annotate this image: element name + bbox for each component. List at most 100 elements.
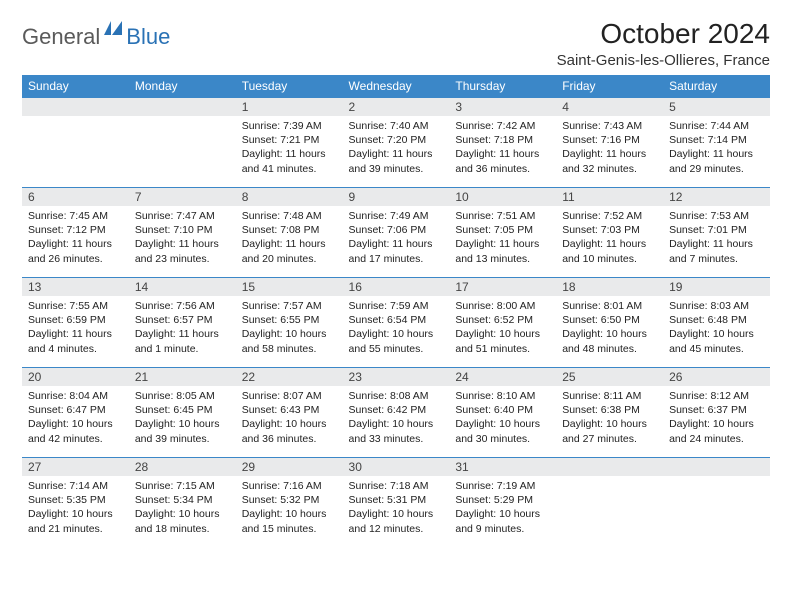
sunrise-text: Sunrise: 8:12 AM — [669, 389, 764, 403]
day-details: Sunrise: 7:57 AMSunset: 6:55 PMDaylight:… — [236, 296, 343, 362]
day-number: 17 — [449, 278, 556, 296]
calendar-day-cell — [22, 98, 129, 188]
day-details: Sunrise: 8:04 AMSunset: 6:47 PMDaylight:… — [22, 386, 129, 452]
day-number: 3 — [449, 98, 556, 116]
brand-name-1: General — [22, 24, 100, 50]
weekday-header: Friday — [556, 75, 663, 98]
sunrise-text: Sunrise: 7:52 AM — [562, 209, 657, 223]
day-details: Sunrise: 7:42 AMSunset: 7:18 PMDaylight:… — [449, 116, 556, 182]
daylight-text: Daylight: 10 hours and 9 minutes. — [455, 507, 550, 535]
calendar-week-row: 13Sunrise: 7:55 AMSunset: 6:59 PMDayligh… — [22, 278, 770, 368]
weekday-header: Saturday — [663, 75, 770, 98]
day-details: Sunrise: 8:11 AMSunset: 6:38 PMDaylight:… — [556, 386, 663, 452]
daylight-text: Daylight: 11 hours and 26 minutes. — [28, 237, 123, 265]
day-details: Sunrise: 8:00 AMSunset: 6:52 PMDaylight:… — [449, 296, 556, 362]
day-details: Sunrise: 8:12 AMSunset: 6:37 PMDaylight:… — [663, 386, 770, 452]
calendar-day-cell: 1Sunrise: 7:39 AMSunset: 7:21 PMDaylight… — [236, 98, 343, 188]
sunset-text: Sunset: 6:45 PM — [135, 403, 230, 417]
daylight-text: Daylight: 10 hours and 58 minutes. — [242, 327, 337, 355]
day-details: Sunrise: 7:53 AMSunset: 7:01 PMDaylight:… — [663, 206, 770, 272]
weekday-header-row: Sunday Monday Tuesday Wednesday Thursday… — [22, 75, 770, 98]
day-number: 29 — [236, 458, 343, 476]
day-number: 2 — [343, 98, 450, 116]
brand-name-2: Blue — [126, 24, 170, 50]
day-number: 9 — [343, 188, 450, 206]
calendar-table: Sunday Monday Tuesday Wednesday Thursday… — [22, 75, 770, 548]
month-title: October 2024 — [557, 18, 770, 50]
weekday-header: Tuesday — [236, 75, 343, 98]
calendar-day-cell: 9Sunrise: 7:49 AMSunset: 7:06 PMDaylight… — [343, 188, 450, 278]
sunset-text: Sunset: 7:05 PM — [455, 223, 550, 237]
calendar-day-cell: 16Sunrise: 7:59 AMSunset: 6:54 PMDayligh… — [343, 278, 450, 368]
day-number: 11 — [556, 188, 663, 206]
calendar-day-cell — [663, 458, 770, 548]
sunrise-text: Sunrise: 7:16 AM — [242, 479, 337, 493]
sunrise-text: Sunrise: 7:55 AM — [28, 299, 123, 313]
calendar-day-cell: 23Sunrise: 8:08 AMSunset: 6:42 PMDayligh… — [343, 368, 450, 458]
day-details: Sunrise: 8:05 AMSunset: 6:45 PMDaylight:… — [129, 386, 236, 452]
day-number: 19 — [663, 278, 770, 296]
daylight-text: Daylight: 11 hours and 20 minutes. — [242, 237, 337, 265]
daylight-text: Daylight: 11 hours and 32 minutes. — [562, 147, 657, 175]
day-details: Sunrise: 7:52 AMSunset: 7:03 PMDaylight:… — [556, 206, 663, 272]
sunrise-text: Sunrise: 8:07 AM — [242, 389, 337, 403]
calendar-day-cell: 19Sunrise: 8:03 AMSunset: 6:48 PMDayligh… — [663, 278, 770, 368]
day-number: 1 — [236, 98, 343, 116]
sunrise-text: Sunrise: 7:14 AM — [28, 479, 123, 493]
sunrise-text: Sunrise: 7:19 AM — [455, 479, 550, 493]
day-number: 18 — [556, 278, 663, 296]
sunrise-text: Sunrise: 7:18 AM — [349, 479, 444, 493]
day-number: 23 — [343, 368, 450, 386]
sunset-text: Sunset: 6:42 PM — [349, 403, 444, 417]
day-details: Sunrise: 7:43 AMSunset: 7:16 PMDaylight:… — [556, 116, 663, 182]
location-subtitle: Saint-Genis-les-Ollieres, France — [557, 52, 770, 69]
sunset-text: Sunset: 7:08 PM — [242, 223, 337, 237]
sunrise-text: Sunrise: 8:11 AM — [562, 389, 657, 403]
calendar-day-cell: 15Sunrise: 7:57 AMSunset: 6:55 PMDayligh… — [236, 278, 343, 368]
sunset-text: Sunset: 5:29 PM — [455, 493, 550, 507]
day-details: Sunrise: 7:15 AMSunset: 5:34 PMDaylight:… — [129, 476, 236, 542]
weekday-header: Sunday — [22, 75, 129, 98]
calendar-day-cell — [129, 98, 236, 188]
day-number: 12 — [663, 188, 770, 206]
sunset-text: Sunset: 6:47 PM — [28, 403, 123, 417]
daylight-text: Daylight: 10 hours and 27 minutes. — [562, 417, 657, 445]
sunset-text: Sunset: 7:14 PM — [669, 133, 764, 147]
day-details: Sunrise: 7:48 AMSunset: 7:08 PMDaylight:… — [236, 206, 343, 272]
sunset-text: Sunset: 6:50 PM — [562, 313, 657, 327]
daylight-text: Daylight: 10 hours and 45 minutes. — [669, 327, 764, 355]
daylight-text: Daylight: 10 hours and 39 minutes. — [135, 417, 230, 445]
day-details: Sunrise: 7:39 AMSunset: 7:21 PMDaylight:… — [236, 116, 343, 182]
calendar-day-cell: 7Sunrise: 7:47 AMSunset: 7:10 PMDaylight… — [129, 188, 236, 278]
day-details: Sunrise: 8:10 AMSunset: 6:40 PMDaylight:… — [449, 386, 556, 452]
day-number: 27 — [22, 458, 129, 476]
daylight-text: Daylight: 10 hours and 33 minutes. — [349, 417, 444, 445]
day-details: Sunrise: 7:45 AMSunset: 7:12 PMDaylight:… — [22, 206, 129, 272]
sunset-text: Sunset: 7:12 PM — [28, 223, 123, 237]
sunrise-text: Sunrise: 7:47 AM — [135, 209, 230, 223]
calendar-day-cell: 11Sunrise: 7:52 AMSunset: 7:03 PMDayligh… — [556, 188, 663, 278]
calendar-day-cell: 20Sunrise: 8:04 AMSunset: 6:47 PMDayligh… — [22, 368, 129, 458]
calendar-day-cell: 26Sunrise: 8:12 AMSunset: 6:37 PMDayligh… — [663, 368, 770, 458]
daylight-text: Daylight: 10 hours and 30 minutes. — [455, 417, 550, 445]
daylight-text: Daylight: 10 hours and 21 minutes. — [28, 507, 123, 535]
calendar-day-cell: 4Sunrise: 7:43 AMSunset: 7:16 PMDaylight… — [556, 98, 663, 188]
calendar-day-cell: 13Sunrise: 7:55 AMSunset: 6:59 PMDayligh… — [22, 278, 129, 368]
day-number: 15 — [236, 278, 343, 296]
calendar-day-cell: 29Sunrise: 7:16 AMSunset: 5:32 PMDayligh… — [236, 458, 343, 548]
day-details: Sunrise: 8:08 AMSunset: 6:42 PMDaylight:… — [343, 386, 450, 452]
day-details: Sunrise: 7:44 AMSunset: 7:14 PMDaylight:… — [663, 116, 770, 182]
sunrise-text: Sunrise: 7:45 AM — [28, 209, 123, 223]
page-header: General Blue October 2024 Saint-Genis-le… — [22, 18, 770, 69]
sunrise-text: Sunrise: 7:51 AM — [455, 209, 550, 223]
day-number: 20 — [22, 368, 129, 386]
sunrise-text: Sunrise: 7:40 AM — [349, 119, 444, 133]
calendar-day-cell: 30Sunrise: 7:18 AMSunset: 5:31 PMDayligh… — [343, 458, 450, 548]
sunrise-text: Sunrise: 7:57 AM — [242, 299, 337, 313]
calendar-day-cell: 6Sunrise: 7:45 AMSunset: 7:12 PMDaylight… — [22, 188, 129, 278]
day-details: Sunrise: 7:47 AMSunset: 7:10 PMDaylight:… — [129, 206, 236, 272]
day-number: 14 — [129, 278, 236, 296]
daylight-text: Daylight: 10 hours and 42 minutes. — [28, 417, 123, 445]
day-number: 8 — [236, 188, 343, 206]
calendar-day-cell: 21Sunrise: 8:05 AMSunset: 6:45 PMDayligh… — [129, 368, 236, 458]
